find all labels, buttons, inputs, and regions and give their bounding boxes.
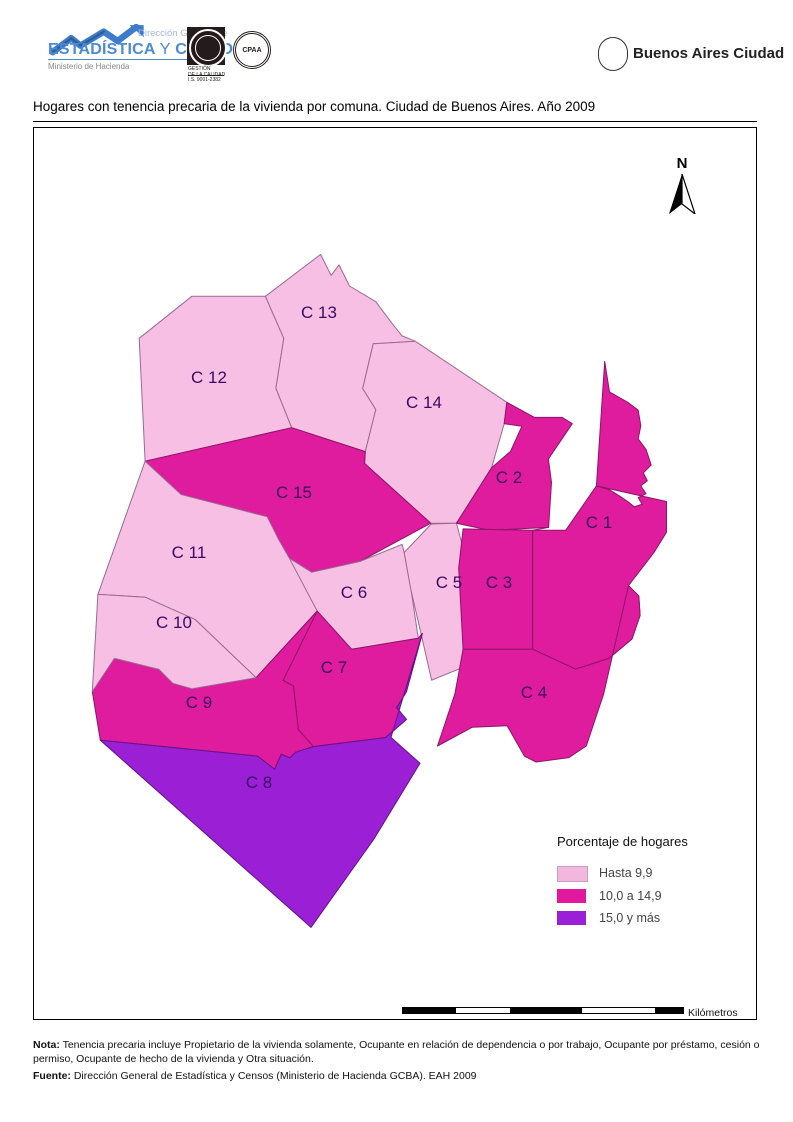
svg-text:C 12: C 12 [191,368,227,387]
svg-text:C 13: C 13 [301,303,337,322]
svg-text:C 5: C 5 [436,573,462,592]
svg-text:C 3: C 3 [486,573,512,592]
svg-text:C 7: C 7 [321,658,347,677]
svg-text:C 11: C 11 [172,543,207,562]
svg-text:C 9: C 9 [186,693,212,712]
svg-text:C 6: C 6 [341,583,367,602]
svg-text:C 10: C 10 [156,613,192,632]
svg-text:C 14: C 14 [406,393,442,412]
svg-text:C 1: C 1 [586,513,612,532]
svg-text:C 2: C 2 [496,468,522,487]
svg-text:C 8: C 8 [246,773,272,792]
svg-text:C 15: C 15 [276,483,312,502]
svg-text:C 4: C 4 [521,683,547,702]
